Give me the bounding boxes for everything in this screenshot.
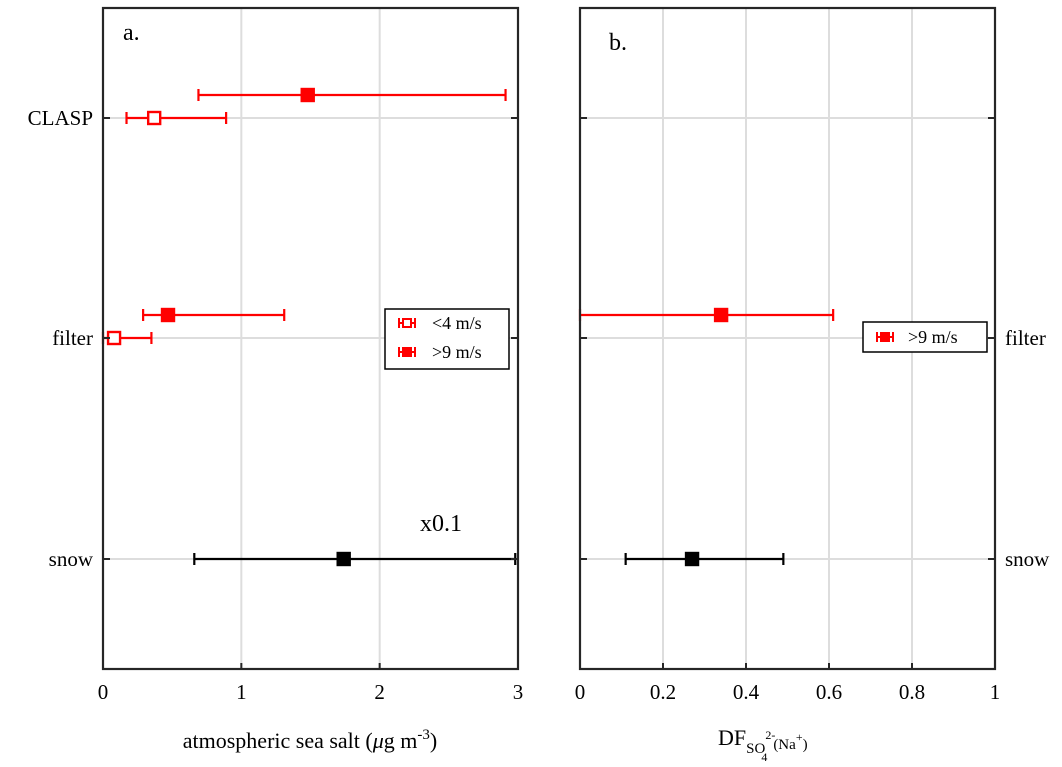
x-tick-label-b-0: 0: [575, 680, 586, 704]
scale-annotation: x0.1: [420, 511, 462, 537]
legend-marker-low: [402, 318, 412, 328]
x-tick-label-b-5: 1: [990, 680, 1001, 704]
legend-label-high: >9 m/s: [432, 342, 482, 362]
y-category-label-a-clasp: CLASP: [28, 106, 93, 130]
y-category-label-b-snow: snow: [1005, 547, 1050, 571]
x-tick-label-a-0: 0: [98, 680, 109, 704]
x-tick-label-b-3: 0.6: [816, 680, 842, 704]
legend-marker-high: [402, 347, 412, 357]
x-tick-label-b-4: 0.8: [899, 680, 925, 704]
panel-label-a: a.: [123, 20, 140, 46]
errorbar-a-filter-4-m-s: [101, 330, 153, 346]
x-tick-label-a-1: 1: [236, 680, 247, 704]
errorbar-b-snow-base: [624, 551, 785, 567]
x-axis-label-a: atmospheric sea salt (μg m-3): [183, 727, 438, 753]
ticks-b: 0 0.2 0.4 0.6 0.8 1 filter snow: [575, 117, 1050, 704]
legend-marker-b: [880, 332, 890, 342]
legend-a: <4 m/s >9 m/s: [384, 308, 510, 370]
errorbar-a-clasp-9-m-s: [197, 87, 507, 103]
errorbar-a-filter-9-m-s: [142, 307, 286, 323]
error-bars-b: [578, 307, 835, 567]
marker-b-snow-base: [684, 551, 700, 567]
x-axis-label-b: DFSO2-4(Na+): [718, 725, 808, 764]
error-bars-a: [101, 87, 517, 567]
errorbar-b-filter-9-m-s: [578, 307, 835, 323]
y-category-label-a-filter: filter: [52, 326, 93, 350]
marker-b-filter-9-m-s: [713, 307, 729, 323]
x-tick-label-b-2: 0.4: [733, 680, 760, 704]
marker-a-clasp-9-m-s: [300, 87, 315, 103]
legend-label-b: >9 m/s: [908, 327, 958, 347]
panel-b: 0 0.2 0.4 0.6 0.8 1 filter snow b. >9 m/s DFSO2…: [575, 6, 1050, 764]
marker-a-clasp-4-m-s: [146, 110, 162, 126]
y-category-label-a-snow: snow: [49, 547, 94, 571]
panel-label-b: b.: [609, 30, 627, 56]
errorbar-a-snow-base: [193, 551, 517, 567]
x-tick-label-a-3: 3: [513, 680, 524, 704]
panel-a: 0 1 2 3 CLASP filter snow a. x0.1 <4 m/s >9 m/…: [28, 6, 524, 753]
errorbar-a-clasp-4-m-s: [125, 110, 228, 126]
ticks-a: 0 1 2 3 CLASP filter snow: [28, 106, 524, 704]
legend-label-low: <4 m/s: [432, 313, 482, 333]
marker-a-snow-base: [336, 551, 351, 567]
legend-b: >9 m/s: [862, 321, 988, 353]
y-category-label-b-filter: filter: [1005, 326, 1046, 350]
marker-a-filter-9-m-s: [160, 307, 176, 323]
x-tick-label-b-1: 0.2: [650, 680, 676, 704]
x-tick-label-a-2: 2: [374, 680, 385, 704]
